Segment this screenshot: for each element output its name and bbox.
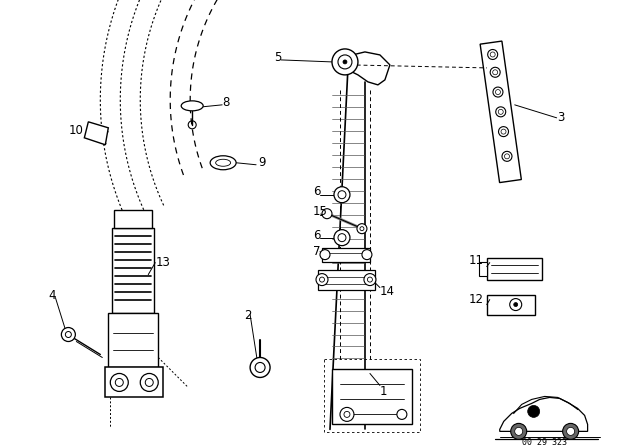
Circle shape: [362, 250, 372, 260]
Polygon shape: [480, 41, 522, 183]
Text: 9: 9: [258, 156, 266, 169]
Circle shape: [364, 274, 376, 285]
Polygon shape: [487, 295, 534, 314]
Circle shape: [322, 209, 332, 219]
Text: 5: 5: [274, 52, 282, 65]
Text: 15: 15: [313, 205, 328, 218]
Circle shape: [320, 250, 330, 260]
Text: 3: 3: [557, 112, 565, 125]
Polygon shape: [112, 228, 154, 313]
Circle shape: [563, 423, 579, 439]
Text: 00 29 323: 00 29 323: [522, 438, 567, 447]
Polygon shape: [115, 210, 152, 228]
Polygon shape: [500, 397, 588, 431]
Circle shape: [496, 107, 506, 117]
Text: 11: 11: [468, 254, 484, 267]
Polygon shape: [322, 248, 370, 262]
Polygon shape: [318, 270, 375, 289]
Circle shape: [511, 423, 527, 439]
Circle shape: [61, 327, 76, 341]
Ellipse shape: [181, 101, 203, 111]
Text: 8: 8: [222, 96, 230, 109]
Circle shape: [343, 60, 347, 64]
Circle shape: [334, 187, 350, 202]
Circle shape: [499, 127, 509, 137]
Polygon shape: [332, 370, 412, 424]
Text: 10: 10: [68, 124, 83, 137]
Circle shape: [334, 230, 350, 246]
Circle shape: [528, 405, 540, 418]
Circle shape: [250, 358, 270, 378]
Polygon shape: [479, 262, 487, 276]
Polygon shape: [106, 367, 163, 397]
Circle shape: [502, 151, 512, 161]
Text: 12: 12: [468, 293, 484, 306]
Text: 14: 14: [380, 285, 395, 298]
Circle shape: [397, 409, 407, 419]
Text: 6: 6: [313, 229, 321, 242]
Circle shape: [357, 224, 367, 234]
Text: 7: 7: [313, 245, 321, 258]
Text: 6: 6: [313, 185, 321, 198]
Circle shape: [340, 407, 354, 422]
Circle shape: [316, 274, 328, 285]
Circle shape: [490, 67, 500, 77]
Ellipse shape: [210, 156, 236, 170]
Polygon shape: [108, 313, 158, 367]
Text: 13: 13: [156, 256, 170, 269]
Text: 4: 4: [49, 289, 56, 302]
Circle shape: [515, 427, 523, 435]
Polygon shape: [84, 122, 108, 145]
Circle shape: [488, 49, 498, 60]
Circle shape: [566, 427, 575, 435]
Circle shape: [514, 302, 518, 306]
Circle shape: [493, 87, 503, 97]
Circle shape: [140, 374, 158, 392]
Text: 2: 2: [244, 309, 252, 322]
Polygon shape: [487, 258, 541, 280]
Text: 1: 1: [380, 385, 387, 398]
Circle shape: [332, 49, 358, 75]
Circle shape: [110, 374, 128, 392]
